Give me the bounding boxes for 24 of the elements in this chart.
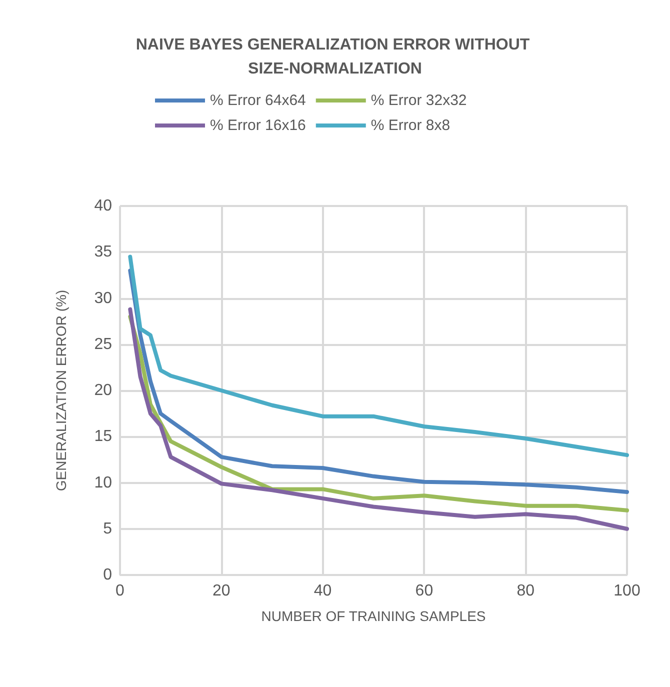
x-tick-label: 60 (415, 582, 434, 600)
y-tick-label: 5 (103, 520, 112, 538)
line-series (128, 268, 629, 494)
line-series (128, 254, 629, 458)
y-tick-label: 0 (103, 566, 112, 584)
legend-label: % Error 32x32 (370, 92, 467, 109)
x-tick-label: 20 (212, 582, 230, 600)
legend-label: % Error 16x16 (210, 117, 306, 134)
y-axis-title: GENERALIZATION ERROR (%) (53, 290, 69, 492)
x-axis-title: NUMBER OF TRAINING SAMPLES (261, 608, 486, 624)
y-tick-label: 25 (94, 336, 112, 353)
y-tick-label: 35 (94, 244, 112, 261)
y-tick-label: 40 (94, 198, 112, 214)
y-tick-label: 20 (94, 382, 112, 399)
y-tick-label: 30 (94, 290, 112, 307)
y-tick-label: 10 (94, 474, 112, 492)
x-tick-label: 100 (614, 582, 640, 600)
legend-label: % Error 8x8 (370, 117, 450, 134)
y-tick-label: 15 (94, 428, 112, 446)
legend-label: % Error 64x64 (210, 92, 306, 109)
x-tick-label: 40 (314, 582, 332, 600)
x-tick-label: 0 (116, 582, 125, 600)
chart-title: NAIVE BAYES GENERALIZATION ERROR WITHOUT SIZE-NORMALIZATION (136, 36, 534, 78)
x-tick-label: 80 (516, 582, 535, 600)
